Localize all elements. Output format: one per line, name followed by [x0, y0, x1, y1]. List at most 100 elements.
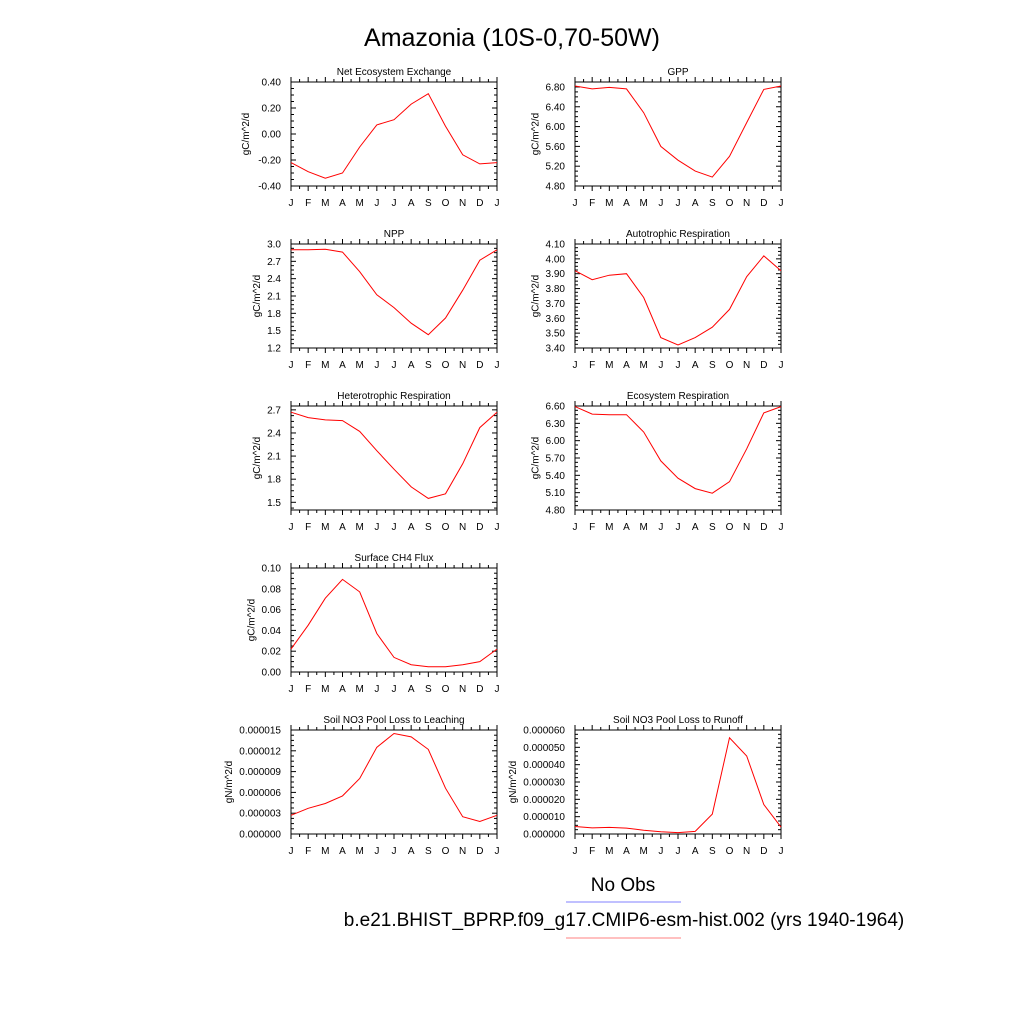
x-tick-label: N: [743, 846, 750, 857]
y-axis-label: gC/m^2/d: [531, 437, 542, 480]
plot-frame: [574, 243, 782, 349]
x-tick-label: J: [392, 198, 397, 209]
x-tick-label: F: [589, 198, 595, 209]
x-tick-label: N: [459, 360, 466, 371]
y-tick-label: 0.10: [262, 564, 282, 575]
series-line: [290, 411, 498, 499]
x-tick-label: N: [459, 684, 466, 695]
y-tick-label: 0.000003: [239, 809, 281, 820]
x-tick-label: S: [709, 360, 716, 371]
x-tick-label: F: [305, 684, 311, 695]
chart-title: GPP: [667, 67, 688, 78]
plot-frame: [290, 243, 498, 349]
y-tick-label: -0.20: [258, 156, 281, 167]
y-tick-label: 1.8: [267, 309, 281, 320]
y-tick-label: 5.10: [546, 488, 566, 499]
x-tick-label: M: [355, 360, 363, 371]
x-tick-label: O: [726, 198, 734, 209]
x-tick-label: O: [442, 684, 450, 695]
x-tick-label: N: [459, 522, 466, 533]
chart-title: NPP: [384, 229, 405, 240]
plot-frame: [290, 567, 498, 673]
legend-label-obs: No Obs: [591, 875, 655, 896]
x-tick-label: D: [760, 846, 767, 857]
x-tick-label: S: [425, 198, 432, 209]
y-tick-label: 1.5: [267, 326, 281, 337]
chart-title: Heterotrophic Respiration: [337, 391, 450, 402]
x-tick-label: A: [339, 360, 346, 371]
x-tick-label: J: [779, 360, 784, 371]
y-axis-label: gC/m^2/d: [247, 599, 258, 642]
y-tick-label: 0.00: [262, 668, 282, 679]
x-tick-label: A: [623, 360, 630, 371]
y-tick-label: 0.04: [262, 626, 282, 637]
x-tick-label: J: [658, 846, 663, 857]
x-tick-label: M: [605, 846, 613, 857]
x-tick-label: M: [321, 846, 329, 857]
x-tick-label: M: [605, 198, 613, 209]
x-tick-label: J: [392, 846, 397, 857]
x-tick-label: A: [339, 522, 346, 533]
y-tick-label: -0.40: [258, 182, 281, 193]
x-tick-label: S: [425, 522, 432, 533]
x-tick-label: J: [289, 198, 294, 209]
x-tick-label: J: [392, 522, 397, 533]
y-tick-label: 0.000020: [523, 795, 565, 806]
series-line: [290, 92, 498, 179]
x-tick-label: A: [692, 360, 699, 371]
y-tick-label: 0.000009: [239, 767, 281, 778]
x-tick-label: O: [442, 360, 450, 371]
x-tick-label: N: [459, 198, 466, 209]
y-axis-label: gN/m^2/d: [224, 761, 235, 804]
y-tick-label: 4.80: [546, 506, 566, 517]
x-tick-label: J: [374, 198, 379, 209]
y-tick-label: 3.90: [546, 269, 566, 280]
y-axis-label: gC/m^2/d: [531, 113, 542, 156]
x-tick-label: J: [658, 522, 663, 533]
y-tick-label: 2.7: [267, 257, 281, 268]
x-tick-label: S: [709, 846, 716, 857]
x-tick-label: J: [573, 198, 578, 209]
y-tick-label: 1.8: [267, 475, 281, 486]
x-tick-label: A: [623, 846, 630, 857]
y-tick-label: 0.000000: [239, 830, 281, 841]
plot-frame: [574, 405, 782, 511]
x-tick-label: F: [589, 360, 595, 371]
y-tick-label: 0.000006: [239, 788, 281, 799]
x-tick-label: J: [289, 684, 294, 695]
x-tick-label: D: [476, 522, 483, 533]
y-tick-label: 6.00: [546, 122, 566, 133]
x-tick-label: A: [408, 198, 415, 209]
x-tick-label: M: [355, 198, 363, 209]
y-tick-label: 6.80: [546, 82, 566, 93]
x-tick-label: J: [495, 198, 500, 209]
chart-title: Net Ecosystem Exchange: [337, 67, 452, 78]
chart-title: Surface CH4 Flux: [355, 553, 434, 564]
x-tick-label: A: [339, 198, 346, 209]
x-tick-label: O: [442, 198, 450, 209]
y-tick-label: 0.06: [262, 605, 282, 616]
x-tick-label: A: [339, 684, 346, 695]
x-tick-label: S: [425, 360, 432, 371]
x-tick-label: M: [355, 522, 363, 533]
x-tick-label: J: [374, 846, 379, 857]
y-tick-label: 0.000060: [523, 726, 565, 737]
x-tick-label: F: [305, 846, 311, 857]
x-tick-label: S: [709, 522, 716, 533]
y-tick-label: 2.1: [267, 292, 281, 303]
plot-frame: [574, 81, 782, 187]
x-tick-label: A: [408, 684, 415, 695]
y-tick-label: 0.000010: [523, 812, 565, 823]
chart-title: Ecosystem Respiration: [627, 391, 729, 402]
legend-label-model: b.e21.BHIST_BPRP.f09_g17.CMIP6-esm-hist.…: [344, 910, 904, 931]
x-tick-label: A: [623, 522, 630, 533]
y-axis-label: gC/m^2/d: [531, 275, 542, 318]
y-tick-label: 3.70: [546, 299, 566, 310]
x-tick-label: M: [639, 522, 647, 533]
x-tick-label: J: [573, 522, 578, 533]
x-tick-label: J: [495, 846, 500, 857]
